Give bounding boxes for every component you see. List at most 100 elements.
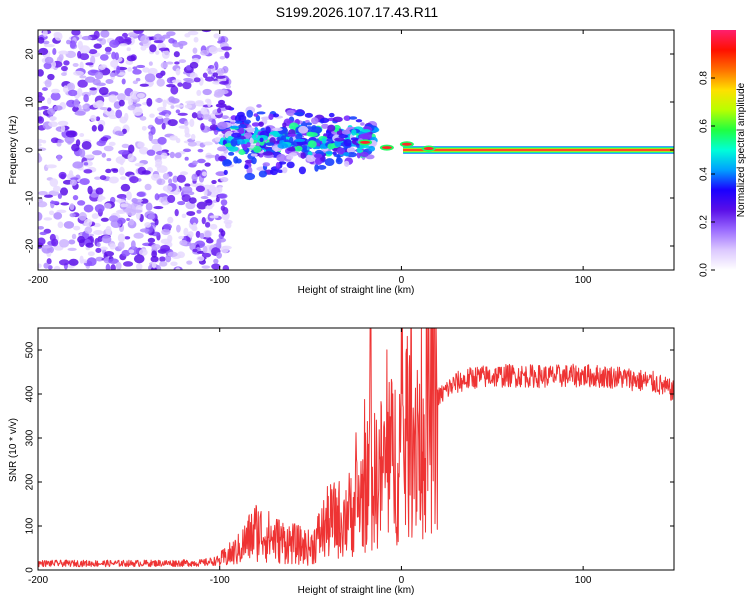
heatmap-cell xyxy=(288,152,298,157)
heatmap-cell xyxy=(212,80,222,85)
heatmap-cell xyxy=(39,231,47,236)
heatmap-cell xyxy=(68,239,76,245)
heatmap-cell xyxy=(217,89,229,95)
heatmap-cell xyxy=(128,144,135,154)
heatmap-cell xyxy=(313,153,323,159)
heatmap-cell xyxy=(105,51,111,55)
heatmap-cell xyxy=(277,169,284,173)
heatmap-cell xyxy=(127,105,136,111)
heatmap-cell xyxy=(98,86,109,96)
heatmap-cell xyxy=(259,137,264,143)
heatmap-cell xyxy=(148,61,153,66)
heatmap-cell xyxy=(100,136,109,142)
heatmap-cell xyxy=(320,117,330,124)
heatmap-cell xyxy=(95,256,104,262)
heatmap-cell xyxy=(58,171,67,179)
heatmap-cell xyxy=(249,137,254,144)
x-tick-label: 100 xyxy=(575,575,592,586)
heatmap-cell xyxy=(133,232,144,239)
heatmap-cell xyxy=(97,197,103,202)
heatmap-cell xyxy=(179,43,184,50)
heatmap-cell xyxy=(132,103,142,107)
heatmap-cell xyxy=(136,191,146,197)
heatmap-cell xyxy=(190,133,196,141)
heatmap-cell xyxy=(185,79,195,84)
heatmap-cell xyxy=(187,30,199,36)
heatmap-cell xyxy=(38,36,45,44)
heatmap-cell xyxy=(38,92,43,97)
heatmap-cell xyxy=(258,170,268,178)
heatmap-cell xyxy=(195,185,206,193)
heatmap-cell xyxy=(38,153,42,163)
heatmap-cell xyxy=(343,160,350,167)
heatmap-cell xyxy=(151,243,161,250)
heatmap-cell xyxy=(69,40,77,49)
heatmap-cell xyxy=(88,49,98,55)
x-tick-label: 0 xyxy=(399,275,405,286)
colorbar-label: Normalized spectral amplitude xyxy=(736,82,747,217)
heatmap-cell xyxy=(38,107,44,111)
heatmap-cell xyxy=(155,98,164,103)
heatmap-cell xyxy=(126,191,132,201)
y-tick-label: 100 xyxy=(25,517,36,534)
heatmap-cell xyxy=(105,79,114,84)
heatmap-cell xyxy=(72,194,79,201)
heatmap-cell xyxy=(160,62,169,69)
heatmap-cell xyxy=(182,81,192,90)
heatmap-cell xyxy=(209,223,218,230)
heatmap-cell xyxy=(321,123,329,129)
heatmap-cell xyxy=(124,96,131,101)
heatmap-cell xyxy=(196,89,202,97)
heatmap-cell xyxy=(276,153,287,162)
heatmap-cell xyxy=(167,194,176,204)
heatmap-cell xyxy=(220,46,232,51)
heatmap-cell xyxy=(235,139,246,145)
heatmap-cell xyxy=(307,140,317,149)
heatmap-cell xyxy=(93,43,102,49)
heatmap-cell xyxy=(224,51,230,59)
heatmap-cell xyxy=(66,39,71,45)
heatmap-cell xyxy=(146,97,153,107)
heatmap-cell xyxy=(176,174,186,183)
x-tick-label: -100 xyxy=(210,575,230,586)
heatmap-cell xyxy=(38,190,48,196)
heatmap-cell xyxy=(151,261,157,269)
heatmap-cell xyxy=(170,261,178,267)
heatmap-cell xyxy=(114,130,124,136)
heatmap-cell xyxy=(155,72,164,79)
heatmap-cell xyxy=(94,176,102,180)
heatmap-cell xyxy=(72,106,79,113)
heatmap-cell xyxy=(293,112,305,116)
heatmap-cell xyxy=(251,157,257,165)
heatmap-cell xyxy=(220,199,228,206)
heatmap-cell xyxy=(169,135,178,141)
heatmap-cell xyxy=(38,212,43,221)
heatmap-cell xyxy=(116,93,127,102)
heatmap-cell xyxy=(132,80,138,85)
heatmap-cell xyxy=(192,47,198,54)
heatmap-cell xyxy=(171,79,182,84)
heatmap-cell xyxy=(67,247,77,252)
y-tick-label: -20 xyxy=(25,238,36,253)
heatmap-cell xyxy=(178,125,189,129)
heatmap-cell xyxy=(194,101,205,107)
colorbar: 0.0 0.2 0.4 0.6 0.8 Normalized spectral ampl… xyxy=(699,30,747,277)
heatmap-cell xyxy=(253,113,259,117)
heatmap-cell xyxy=(154,218,159,226)
heatmap-cell xyxy=(141,125,147,131)
heatmap-cell xyxy=(110,264,116,270)
heatmap-cell xyxy=(67,89,78,97)
spectrogram-y-ticks: -20 -10 0 10 20 xyxy=(25,48,674,253)
heatmap-cell xyxy=(150,126,156,135)
heatmap-cell xyxy=(220,205,226,211)
heatmap-cell xyxy=(115,156,126,164)
heatmap-cell xyxy=(42,87,48,91)
heatmap-cell xyxy=(327,143,335,150)
heatmap-cell xyxy=(101,235,112,244)
heatmap-cell xyxy=(126,47,131,52)
x-tick-label: 0 xyxy=(399,575,405,586)
heatmap-cell xyxy=(221,115,229,120)
heatmap-cell xyxy=(124,236,131,240)
